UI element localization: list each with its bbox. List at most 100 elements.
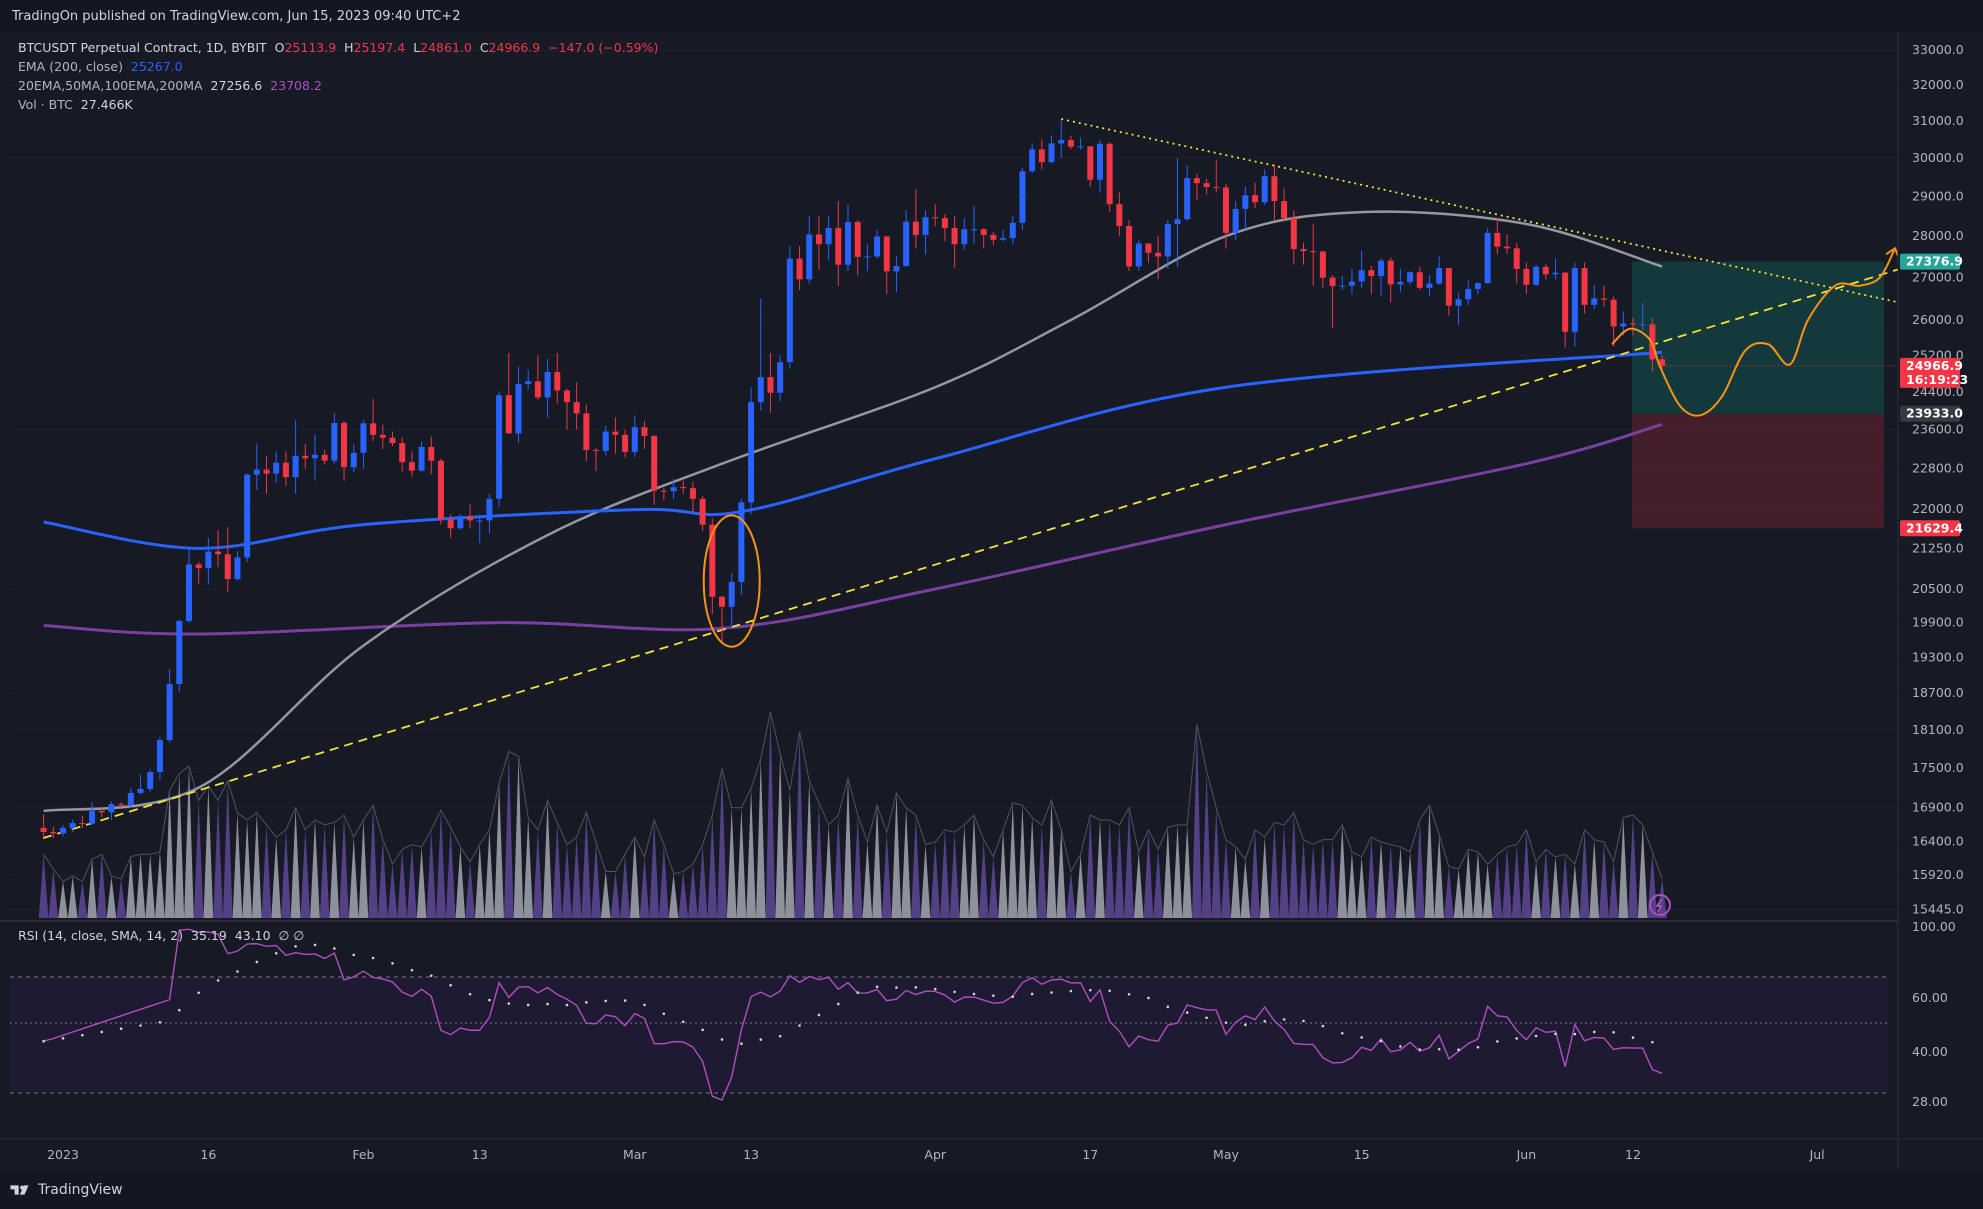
candle-body	[118, 804, 125, 806]
volume-bar	[503, 751, 514, 918]
rsi-legend[interactable]: RSI (14, close, SMA, 14, 2) 35.19 43.10 …	[18, 928, 304, 943]
candle-body	[321, 454, 328, 461]
rsi-signal-dot	[1631, 1036, 1635, 1039]
volume-bar	[48, 869, 59, 918]
rsi-signal-dot	[100, 1030, 104, 1034]
price-chart[interactable]: 33000.0 32000.0 31000.0 30000.0 29000.0 28000…	[0, 32, 1983, 1170]
volume-bar	[1366, 837, 1377, 918]
volume-bar	[794, 731, 805, 918]
candle-body	[1329, 277, 1336, 287]
volume-bar	[358, 820, 369, 918]
rsi-signal-dot	[371, 956, 375, 960]
candle-body	[1358, 270, 1365, 282]
volume-bar	[1182, 824, 1193, 918]
volume-bar	[1376, 842, 1386, 918]
price-tags: 27376.9 24966.916:19:23 23933.0 21629.4	[1666, 253, 1968, 537]
volume-bar	[174, 773, 185, 918]
price-tick-label: 33000.0	[1912, 42, 1964, 57]
volume-bar	[1618, 817, 1629, 918]
volume-bar	[1124, 807, 1134, 918]
rsi-signal-dot	[798, 1024, 801, 1027]
candle-body	[622, 434, 629, 452]
rsi-signal-dot	[410, 968, 414, 972]
trend-lines	[42, 118, 1901, 839]
volume-bar	[1511, 844, 1522, 918]
rsi-signal-dot	[1379, 1039, 1383, 1043]
candle-body	[912, 221, 919, 235]
candle-body	[786, 258, 793, 363]
candle-body	[1542, 266, 1549, 275]
rsi-signal-dot	[856, 991, 859, 994]
candle-body	[1184, 178, 1191, 220]
candle-body	[408, 462, 415, 471]
price-tick-label: 31000.0	[1912, 113, 1964, 128]
volume-bar	[891, 793, 902, 918]
low-label: L	[413, 40, 421, 55]
price-tick-label: 23600.0	[1912, 422, 1964, 437]
rsi-signal-dot	[643, 1003, 646, 1007]
price-tag-bg	[1900, 357, 1960, 388]
candle-body	[292, 455, 299, 478]
price-tick-label: 17500.0	[1912, 760, 1964, 775]
price-tick-label: 16400.0	[1912, 834, 1964, 849]
tradingview-logo-icon	[10, 1184, 29, 1195]
volume-bar	[368, 805, 378, 918]
support-trendline	[42, 268, 1901, 839]
volume-bar	[96, 854, 107, 918]
rsi-extra: ∅ ∅	[278, 928, 305, 943]
candle-body	[525, 381, 532, 385]
volume-bar	[1599, 842, 1609, 918]
price-tick-label: 20500.0	[1912, 581, 1964, 596]
candle-body	[573, 402, 580, 414]
volume-bar	[571, 837, 582, 918]
candle-body	[641, 427, 648, 436]
candle-body	[457, 516, 464, 529]
volume-bar	[629, 837, 640, 918]
price-tick-label: 15920.0	[1912, 867, 1964, 882]
volume-bar	[87, 859, 97, 918]
volume-bar	[1318, 839, 1328, 918]
candle-body	[612, 431, 619, 435]
rsi-signal-dot	[837, 1002, 840, 1006]
rsi-signal-dot	[1088, 988, 1092, 992]
candle-body	[331, 422, 338, 461]
candle-body	[1019, 171, 1026, 223]
price-tick-label: 16900.0	[1912, 800, 1964, 815]
legend-vol-row[interactable]: Vol · BTC 27.466K	[18, 95, 658, 114]
candle-body	[1281, 201, 1288, 219]
candle-body	[205, 551, 212, 569]
rsi-signal-dot	[740, 1042, 743, 1046]
price-tag-label: 23933.0	[1906, 406, 1963, 421]
legend-symbol-row[interactable]: BTCUSDT Perpetual Contract, 1D, BYBIT O2…	[18, 38, 658, 57]
candle-body	[467, 516, 474, 521]
rsi-signal-dot	[1476, 1045, 1480, 1049]
volume-bar	[1385, 844, 1396, 918]
volume-bar	[1521, 829, 1532, 918]
time-tick-label: Jun	[1516, 1147, 1537, 1162]
candle-body	[1319, 251, 1326, 278]
volume-bar	[843, 778, 853, 918]
volume-bar	[1540, 849, 1551, 918]
volume-bar	[1279, 824, 1289, 918]
rsi-signal-dot	[1030, 992, 1034, 996]
candle-body	[1571, 268, 1578, 332]
candle-body	[1096, 143, 1103, 180]
ema-label: EMA (200, close)	[18, 59, 123, 74]
price-tick-label: 22000.0	[1912, 501, 1964, 516]
volume-bar	[184, 766, 194, 918]
volume-bar	[116, 878, 126, 918]
time-tick-label: 17	[1082, 1147, 1098, 1162]
legend-ma-row[interactable]: 20EMA,50MA,100EMA,200MA 27256.6 23708.2	[18, 76, 658, 95]
rsi-signal-dot	[1418, 1048, 1422, 1051]
rsi-signal-dot	[119, 1027, 123, 1031]
legend-ema-row[interactable]: EMA (200, close) 25267.0	[18, 57, 658, 76]
candle-body	[360, 423, 367, 453]
rsi-signal-dot	[294, 945, 297, 948]
footer-brand: TradingView	[38, 1181, 123, 1198]
rsi-band-fill	[10, 977, 1888, 1093]
candle-body	[234, 557, 241, 580]
candle-body	[544, 372, 551, 398]
projection-path	[1611, 247, 1896, 417]
candle-body	[1077, 146, 1084, 148]
volume-area	[38, 712, 1667, 918]
